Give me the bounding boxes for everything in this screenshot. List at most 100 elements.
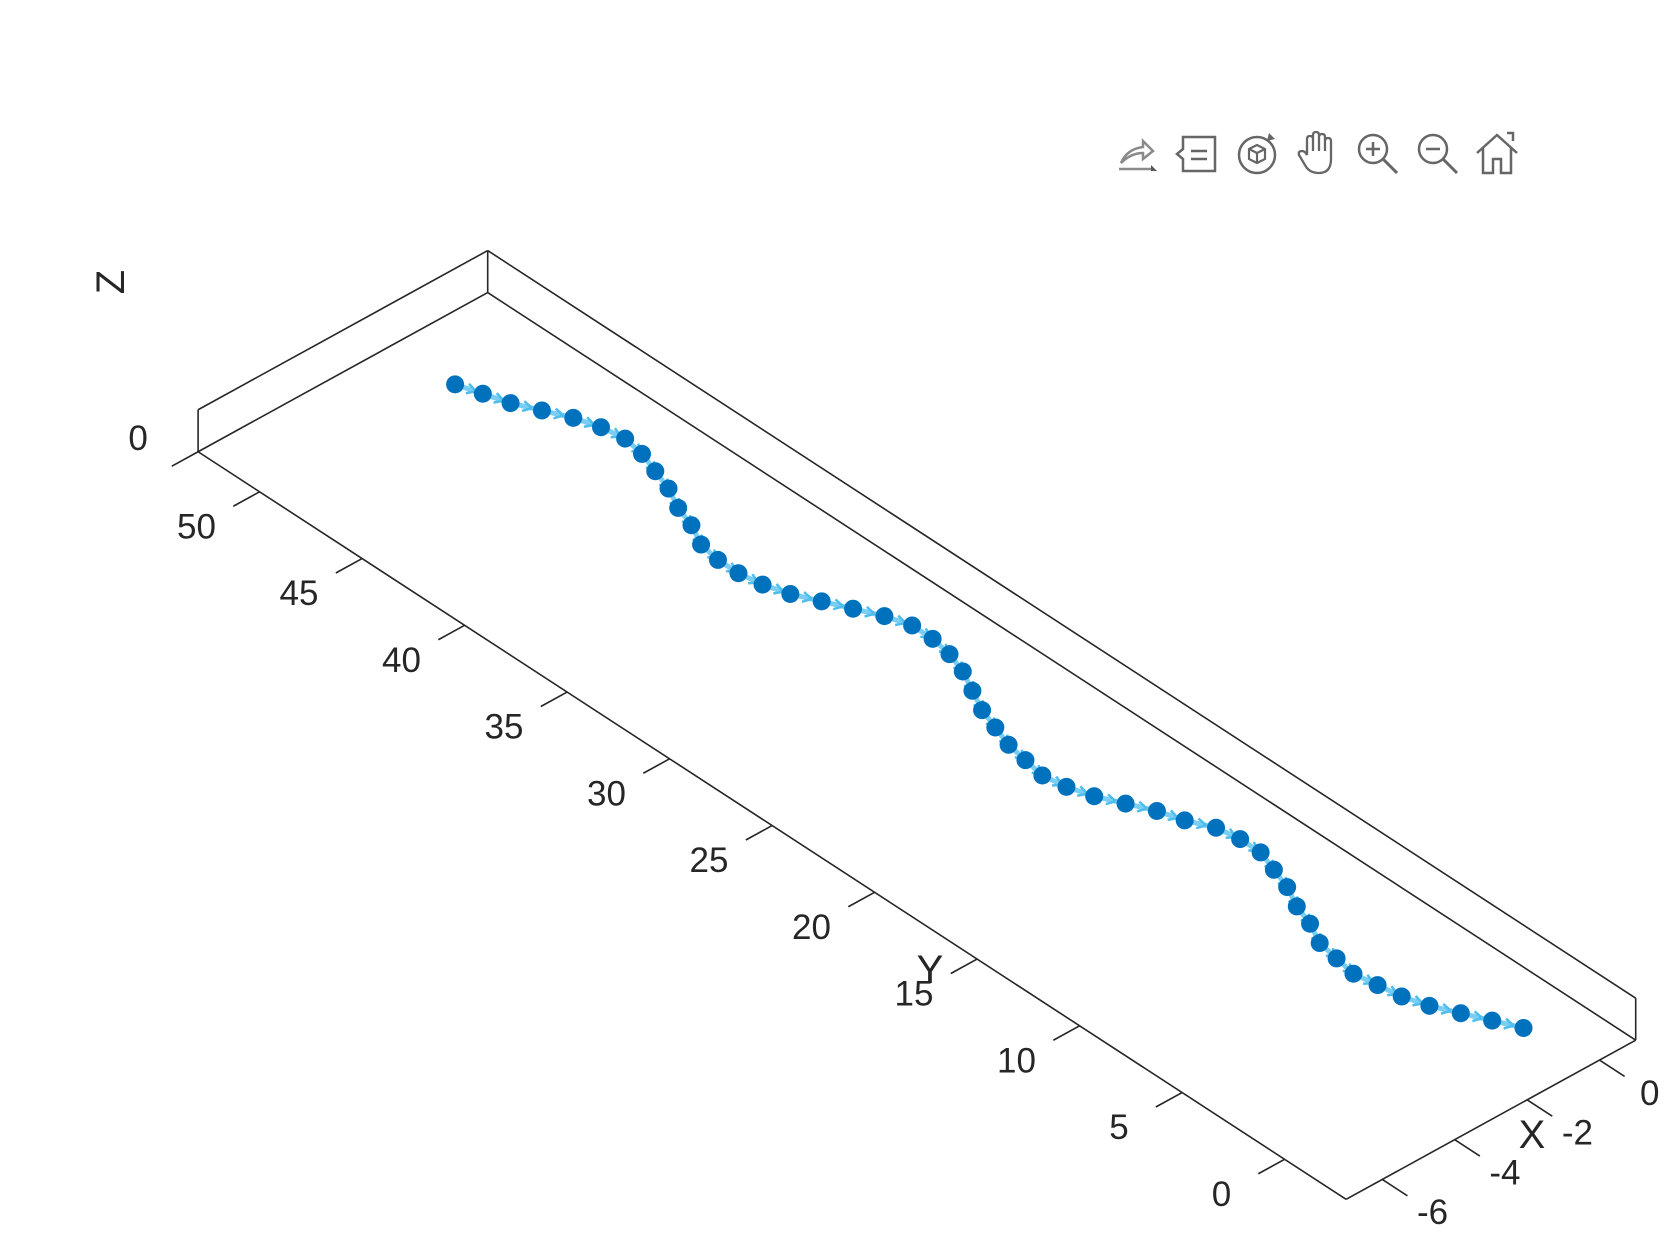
data-point [1368,976,1387,995]
data-point [844,599,863,618]
home-icon[interactable] [1470,126,1524,180]
z-tick [171,451,199,467]
x-axis-label: X [1519,1113,1546,1157]
data-point [986,718,1005,737]
x-tick-label: -4 [1489,1153,1520,1192]
data-tips-icon[interactable] [1170,126,1224,180]
zoom-out-icon[interactable] [1410,126,1464,180]
series-arrow [1440,1003,1452,1015]
data-point [1451,1004,1470,1023]
data-point [923,629,942,648]
data-point [1301,914,1320,933]
series-arrow [864,605,876,618]
data-point [1116,794,1135,813]
series-arrow [1105,793,1117,806]
data-point [753,575,772,594]
data-point [646,462,665,481]
axes-box-edge [197,291,489,453]
data-point [963,681,982,700]
axis-ticks: -6 -4 -2 0 0 5 10 15 20 25 30 35 40 45 50 0 [128,419,1659,1232]
data-point [903,616,922,635]
y-tick [335,557,363,574]
series-arrow [801,591,813,604]
x-tick-label: -6 [1417,1193,1448,1232]
axis-labels: X Y Z [89,270,1545,1157]
x-tick [1454,1138,1481,1157]
data-point [592,418,611,437]
data-point [953,662,972,681]
data-point [1057,777,1076,796]
data-point [973,701,992,720]
data-point [1231,830,1250,849]
data-point [729,564,748,583]
data-point [1147,801,1166,820]
y-tick [950,958,978,975]
data-point [1287,897,1306,916]
data-point [1420,996,1439,1015]
data-point [708,550,727,569]
y-tick-label: 30 [587,774,626,813]
axes-box-edge [1345,1039,1637,1201]
data-point [1483,1011,1502,1030]
y-tick-label: 0 [1212,1175,1231,1214]
y-tick-label: 25 [690,841,729,880]
data-point [812,592,831,611]
data-point [1264,860,1283,879]
data-series [446,375,1533,1037]
axes-box-edge [487,291,1637,1041]
data-point [682,516,701,535]
y-tick-label: 15 [895,975,934,1014]
data-point [446,375,465,394]
series-arrow [1136,800,1148,813]
data-point [692,535,711,554]
axes-toolbar [1110,126,1524,182]
y-tick [540,691,568,708]
zoom-in-icon[interactable] [1350,126,1404,180]
data-point [1344,964,1363,983]
data-point [616,429,635,448]
y-tick [642,758,670,774]
axes-box-edge [197,249,489,411]
y-tick-label: 35 [485,708,524,747]
x-tick [1599,1059,1626,1078]
series-arrow [521,400,533,413]
series-arrow [1195,817,1207,830]
x-tick [1381,1178,1408,1197]
export-icon[interactable] [1110,126,1164,180]
data-point [1251,843,1270,862]
data-point [940,645,959,664]
y-tick-label: 40 [382,641,421,680]
series-arrow [1503,1017,1515,1030]
data-point [1514,1018,1533,1037]
series-arrow [553,407,565,420]
data-point [501,394,520,413]
data-point [1310,934,1329,953]
y-tick-label: 45 [280,574,319,613]
x-tick [1526,1099,1553,1117]
y-tick [437,624,465,641]
y-tick [232,491,260,507]
z-axis-label: Z [89,270,133,294]
data-point [999,735,1018,754]
data-point [1392,987,1411,1006]
data-point [564,408,583,427]
data-point [669,498,688,517]
y-tick-label: 50 [177,507,216,546]
x-tick-label: 0 [1640,1074,1659,1113]
data-point [1175,811,1194,830]
data-point [875,607,894,626]
rotate-3d-icon[interactable] [1230,126,1284,180]
data-point [473,384,492,403]
data-point [1278,878,1297,897]
y-tick [847,891,875,908]
y-tick-label: 10 [997,1041,1036,1080]
data-point [781,584,800,603]
data-point [659,479,678,498]
pan-icon[interactable] [1290,126,1344,180]
data-point [633,444,652,463]
axes-box-edge [487,249,1637,999]
z-tick-label: 0 [128,419,147,458]
data-point [1033,766,1052,785]
y-axis-label: Y [917,948,944,992]
